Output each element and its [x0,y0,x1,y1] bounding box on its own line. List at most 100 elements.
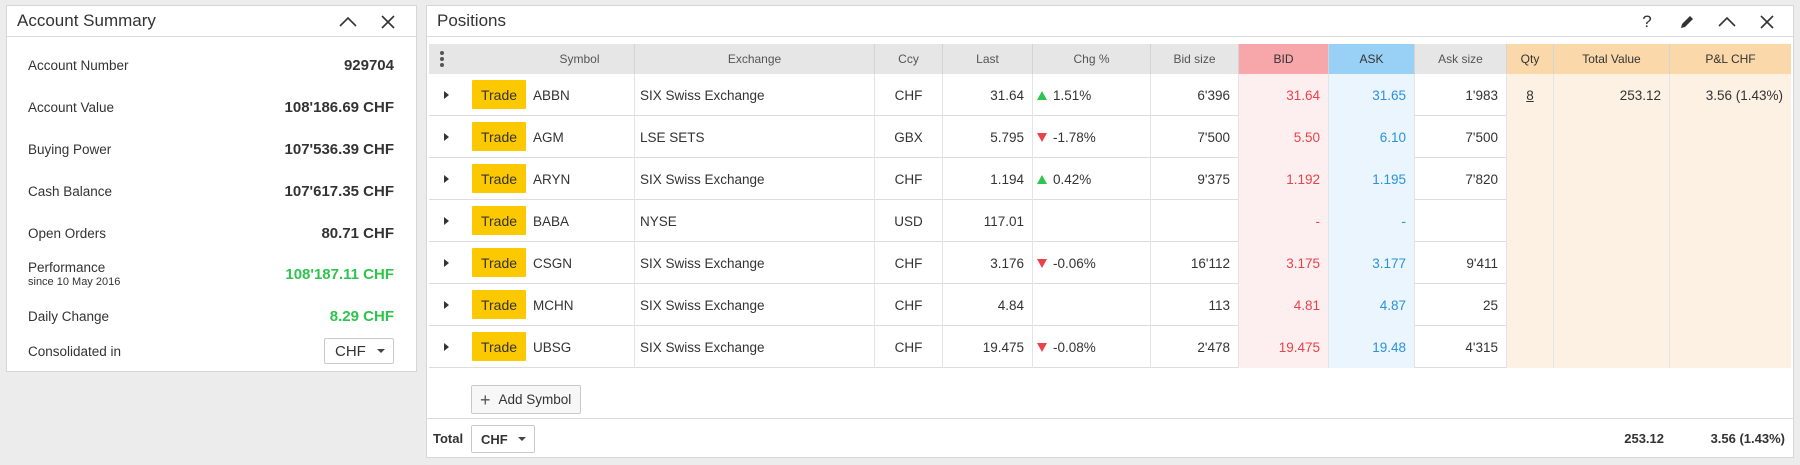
cell-bid-size: 16'112 [1151,242,1239,284]
column-header-symbol[interactable]: Symbol [525,44,635,74]
total-currency-select[interactable]: CHF [471,425,535,453]
cell-exchange: SIX Swiss Exchange [635,242,875,284]
cell-bid: 3.175 [1239,242,1329,284]
account-row-label-text: Account Value [28,99,115,115]
trade-button[interactable]: Trade [472,164,526,193]
cell-bid: 19.475 [1239,326,1329,368]
cell-chg: -0.08% [1033,326,1151,368]
collapse-icon[interactable] [328,6,368,37]
chg-value: 1.51% [1053,87,1092,103]
add-symbol-button[interactable]: + Add Symbol [471,385,581,414]
column-header-exchange[interactable]: Exchange [635,44,875,74]
close-icon[interactable] [1747,6,1787,37]
cell-pnl [1670,242,1791,284]
cell-bid-size: 7'500 [1151,116,1239,158]
collapse-icon[interactable] [1707,6,1747,37]
cell-ask-size: 4'315 [1415,326,1507,368]
expand-row-icon[interactable] [444,91,449,99]
positions-header: Positions ? [427,6,1793,37]
account-row-value: 107'536.39 CHF [284,140,394,158]
expand-row-icon[interactable] [444,259,449,267]
column-header-ask[interactable]: ASK [1329,44,1415,74]
column-header-pnl[interactable]: P&L CHF [1670,44,1791,74]
cell-symbol: CSGN [525,242,635,284]
cell-exchange: LSE SETS [635,116,875,158]
trade-button[interactable]: Trade [472,122,526,151]
cell-ask: - [1329,200,1415,242]
column-menu[interactable] [429,44,487,74]
cell-qty[interactable]: 8 [1507,74,1554,116]
chevron-down-icon [377,349,385,353]
cell-ask: 6.10 [1329,116,1415,158]
column-header-qty[interactable]: Qty [1507,44,1554,74]
account-row: Performance since 10 May 2016 108'187.11 C… [7,253,416,295]
help-icon[interactable]: ? [1642,11,1652,31]
more-vertical-icon[interactable] [440,51,444,69]
account-row-label: Account Number [28,58,129,73]
column-header-last[interactable]: Last [943,44,1033,74]
expand-row-icon[interactable] [444,343,449,351]
column-header-ask-size[interactable]: Ask size [1415,44,1507,74]
cell-chg: -1.78% [1033,116,1151,158]
cell-exchange: SIX Swiss Exchange [635,284,875,326]
cell-ccy: CHF [875,242,943,284]
consolidated-currency-select[interactable]: CHF [324,338,394,364]
edit-icon[interactable] [1667,6,1707,37]
trade-button[interactable]: Trade [472,80,526,109]
cell-ccy: GBX [875,116,943,158]
cell-bid: 4.81 [1239,284,1329,326]
table-row: Trade MCHN SIX Swiss Exchange CHF 4.84 113 4.8… [429,284,1791,326]
account-row-value: 929704 [343,56,394,74]
trade-button[interactable]: Trade [472,206,526,235]
total-bar: Total CHF 253.12 3.56 (1.43%) [427,418,1793,458]
cell-qty [1507,326,1554,368]
expand-row-icon[interactable] [444,133,449,141]
chg-value: -1.78% [1053,129,1096,145]
add-symbol-label: Add Symbol [498,392,572,407]
account-row-label: Account Value [28,100,114,115]
cell-symbol: ABBN [525,74,635,116]
cell-pnl [1670,284,1791,326]
trade-button[interactable]: Trade [472,248,526,277]
chg-value: -0.06% [1053,255,1096,271]
account-row-label: Open Orders [28,226,106,241]
cell-exchange: SIX Swiss Exchange [635,74,875,116]
cell-last: 5.795 [943,116,1033,158]
cell-total-value [1554,200,1670,242]
close-icon[interactable] [368,6,408,37]
cell-bid-size [1151,200,1239,242]
column-header-spacer [487,44,525,74]
cell-last: 19.475 [943,326,1033,368]
account-row-value: 108'187.11 CHF [285,265,394,283]
column-header-total-value[interactable]: Total Value [1554,44,1670,74]
trade-button[interactable]: Trade [472,332,526,361]
trade-button[interactable]: Trade [472,290,526,319]
cell-pnl [1670,326,1791,368]
cell-total-value: 253.12 [1554,74,1670,116]
cell-bid: 5.50 [1239,116,1329,158]
table-row: Trade ABBN SIX Swiss Exchange CHF 31.64 1.51%… [429,74,1791,116]
total-pnl: 3.56 (1.43%) [1710,431,1785,446]
cell-exchange: NYSE [635,200,875,242]
column-header-ccy[interactable]: Ccy [875,44,943,74]
column-header-bid-size[interactable]: Bid size [1151,44,1239,74]
column-header-chg[interactable]: Chg % [1033,44,1151,74]
account-row-label-text: Account Number [28,57,129,73]
account-row: Cash Balance 107'617.35 CHF [7,170,416,212]
arrow-down-icon [1037,258,1047,268]
cell-total-value [1554,158,1670,200]
cell-ask: 1.195 [1329,158,1415,200]
arrow-up-icon [1037,174,1047,184]
cell-last: 117.01 [943,200,1033,242]
cell-symbol: UBSG [525,326,635,368]
column-header-bid[interactable]: BID [1239,44,1329,74]
account-row-value: 108'186.69 CHF [284,98,394,116]
cell-symbol: BABA [525,200,635,242]
account-row-value: 80.71 CHF [321,224,394,242]
qty-link[interactable]: 8 [1526,87,1534,103]
expand-row-icon[interactable] [444,301,449,309]
expand-row-icon[interactable] [444,217,449,225]
cell-bid-size: 6'396 [1151,74,1239,116]
cell-qty [1507,284,1554,326]
expand-row-icon[interactable] [444,175,449,183]
